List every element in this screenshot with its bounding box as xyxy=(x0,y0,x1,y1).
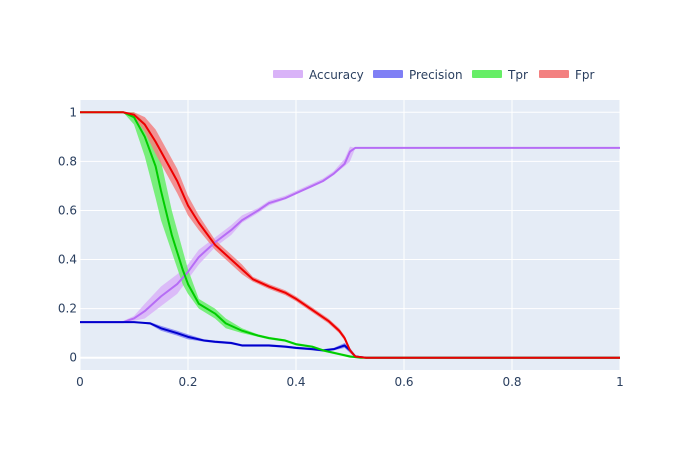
legend-label: Fpr xyxy=(575,68,595,82)
y-tick-label: 1 xyxy=(69,105,77,119)
legend-item-precision[interactable]: Precision xyxy=(373,68,463,82)
legend-label: Precision xyxy=(409,68,463,82)
y-tick-label: 0.8 xyxy=(58,154,77,168)
x-tick-label: 0 xyxy=(76,375,84,389)
x-tick-label: 0.6 xyxy=(394,375,413,389)
x-tick-label: 1 xyxy=(616,375,624,389)
legend[interactable]: Accuracy Precision Tpr Fpr xyxy=(273,68,595,82)
y-tick-label: 0 xyxy=(69,351,77,365)
y-axis-ticks: 0 0.2 0.4 0.6 0.8 1 xyxy=(58,105,77,364)
legend-label: Accuracy xyxy=(309,68,364,82)
legend-item-accuracy[interactable]: Accuracy xyxy=(273,68,364,82)
x-tick-label: 0.8 xyxy=(502,375,521,389)
series-lines xyxy=(80,111,620,359)
legend-label: Tpr xyxy=(507,68,528,82)
legend-swatch xyxy=(539,70,569,78)
y-tick-label: 0.4 xyxy=(58,253,77,267)
x-tick-label: 0.4 xyxy=(286,375,305,389)
y-tick-label: 0.2 xyxy=(58,302,77,316)
legend-item-tpr[interactable]: Tpr xyxy=(472,68,528,82)
line-accuracy xyxy=(80,146,620,324)
y-tick-label: 0.6 xyxy=(58,203,77,217)
legend-item-fpr[interactable]: Fpr xyxy=(539,68,595,82)
legend-swatch xyxy=(373,70,403,78)
x-tick-label: 0.2 xyxy=(178,375,197,389)
legend-swatch xyxy=(273,70,303,78)
line-fpr xyxy=(80,111,620,359)
legend-swatch xyxy=(472,70,502,78)
x-axis-ticks: 0 0.2 0.4 0.6 0.8 1 xyxy=(76,375,624,389)
